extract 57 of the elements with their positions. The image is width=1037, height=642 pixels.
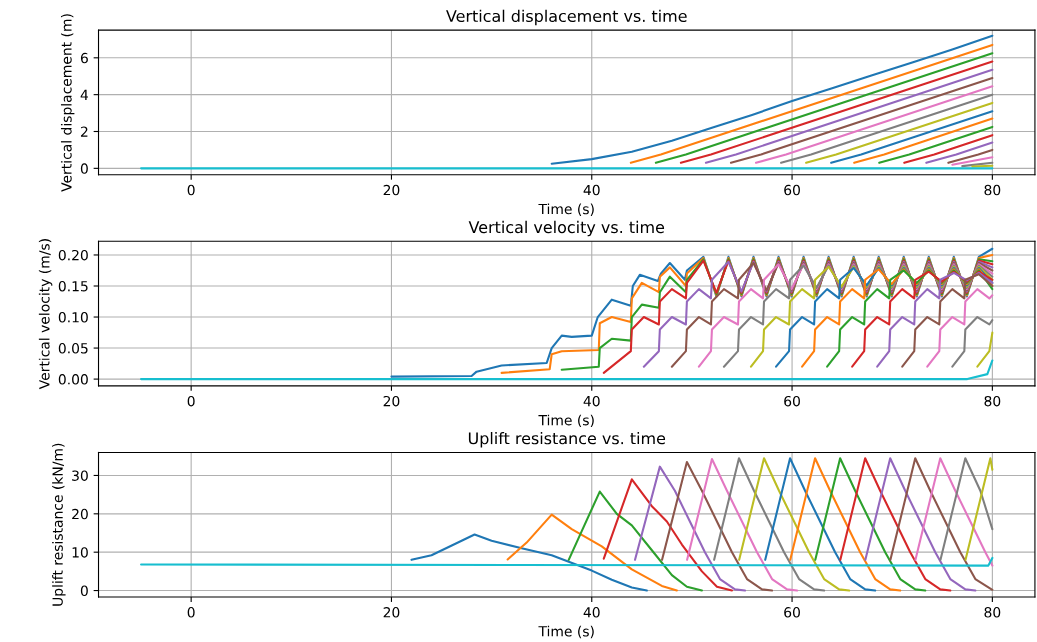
x-tick-label: 40 xyxy=(583,395,600,407)
line-series xyxy=(410,533,648,592)
y-tick-label: 2 xyxy=(80,126,88,137)
line-series xyxy=(864,457,977,592)
line-series xyxy=(789,457,902,592)
line-series xyxy=(506,513,678,592)
chart-title: Vertical displacement vs. time xyxy=(446,9,687,26)
y-axis-title: Uplift resistance (kN/m) xyxy=(52,443,66,606)
x-tick-label: 0 xyxy=(187,184,195,196)
x-tick-label: 80 xyxy=(984,395,1001,407)
line-series xyxy=(738,457,851,592)
y-tick-label: 20 xyxy=(72,508,88,520)
line-series xyxy=(939,457,994,561)
line-series xyxy=(567,490,703,592)
line-series xyxy=(889,457,994,591)
chart-title: Uplift resistance vs. time xyxy=(468,431,666,448)
x-tick-label: 40 xyxy=(583,607,600,618)
line-series xyxy=(661,461,774,592)
y-tick-label: 10 xyxy=(72,547,88,558)
y-tick-label: 0.20 xyxy=(58,249,88,261)
y-axis-title: Vertical velocity (m/s) xyxy=(38,239,53,390)
y-tick-label: 0.00 xyxy=(58,374,88,385)
x-tick-label: 60 xyxy=(784,184,800,196)
x-axis-title: Time (s) xyxy=(538,414,594,428)
y-axis-title: Vertical displacement (m) xyxy=(60,14,75,192)
x-axis-title: Time (s) xyxy=(538,625,594,639)
x-tick-label: 80 xyxy=(984,184,1001,196)
line-series xyxy=(633,465,747,592)
line-series xyxy=(814,457,927,592)
x-tick-label: 20 xyxy=(383,607,400,618)
y-tick-label: 0.15 xyxy=(58,280,88,292)
y-tick-label: 0 xyxy=(80,585,88,597)
y-tick-label: 4 xyxy=(80,89,89,100)
x-axis-title: Time (s) xyxy=(538,203,594,216)
x-tick-label: 80 xyxy=(984,607,1001,618)
y-tick-label: 0.05 xyxy=(58,343,88,354)
line-series xyxy=(713,457,826,592)
y-tick-label: 30 xyxy=(72,470,88,481)
line-series xyxy=(839,457,952,592)
x-tick-label: 20 xyxy=(383,184,400,196)
chart-title: Vertical velocity vs. time xyxy=(468,220,665,237)
line-series xyxy=(914,457,994,567)
x-tick-label: 20 xyxy=(383,395,400,407)
line-series xyxy=(926,288,994,368)
x-tick-label: 60 xyxy=(784,395,800,407)
line-series xyxy=(602,478,734,592)
y-tick-label: 0.10 xyxy=(58,312,88,323)
line-series xyxy=(550,34,994,165)
line-series xyxy=(764,457,877,592)
x-tick-label: 0 xyxy=(187,395,195,407)
x-tick-label: 40 xyxy=(583,184,600,196)
line-series xyxy=(686,457,799,592)
y-tick-label: 0 xyxy=(80,163,88,174)
x-tick-label: 60 xyxy=(784,607,800,618)
x-tick-label: 0 xyxy=(187,607,195,618)
line-series xyxy=(951,315,994,368)
y-tick-label: 6 xyxy=(80,52,88,64)
